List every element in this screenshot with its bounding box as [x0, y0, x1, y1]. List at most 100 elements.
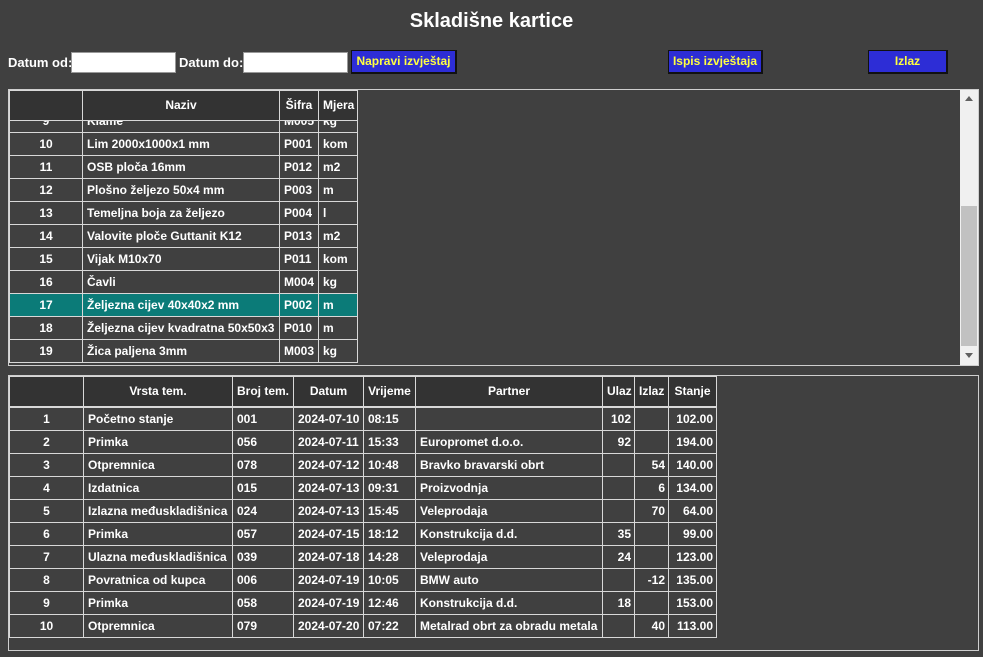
table-cell[interactable]: 9	[9, 591, 84, 615]
table-cell: 113.00	[668, 614, 717, 638]
table-cell: 102.00	[668, 407, 717, 431]
table-cell[interactable]: 7	[9, 545, 84, 569]
table-cell: 64.00	[668, 499, 717, 523]
arrow-down[interactable]	[965, 353, 973, 358]
table-cell: P011	[279, 247, 319, 271]
table-cell: 2024-07-12	[293, 453, 364, 477]
label: Datum do:	[179, 55, 244, 70]
button[interactable]: Ispis izvještaja	[668, 50, 763, 74]
table-cell: 056	[232, 430, 294, 454]
table-cell: 2024-07-19	[293, 591, 364, 615]
table-cell	[602, 568, 635, 592]
table-cell[interactable]: 11	[9, 155, 83, 179]
header-cell: Šifra	[279, 90, 319, 121]
table-cell: 006	[232, 568, 294, 592]
table-cell: Primka	[83, 430, 233, 454]
table-cell: 024	[232, 499, 294, 523]
table-cell: P002	[279, 293, 319, 317]
arrow-up[interactable]	[965, 96, 973, 101]
table-cell: Temeljna boja za željezo	[82, 201, 280, 225]
table-cell: Izlazna međuskladišnica	[83, 499, 233, 523]
table-cell[interactable]: 6	[9, 522, 84, 546]
header-cell: Izlaz	[634, 376, 669, 407]
scrollbar-arrows	[961, 96, 977, 358]
header-cell: Vrijeme	[363, 376, 416, 407]
table-cell[interactable]: 10	[9, 614, 84, 638]
table-cell[interactable]: 5	[9, 499, 84, 523]
scroll-thumb[interactable]	[961, 206, 977, 346]
table-cell[interactable]: 3	[9, 453, 84, 477]
header-cell: Stanje	[668, 376, 717, 407]
table-cell: 10:05	[363, 568, 416, 592]
table-cell: 123.00	[668, 545, 717, 569]
table-cell[interactable]: 13	[9, 201, 83, 225]
button[interactable]: Izlaz	[868, 50, 948, 74]
table-cell: Lim 2000x1000x1 mm	[82, 132, 280, 156]
table-cell	[602, 476, 635, 500]
button[interactable]: Napravi izvještaj	[351, 50, 457, 74]
table-cell: OSB ploča 16mm	[82, 155, 280, 179]
table-cell[interactable]: 16	[9, 270, 83, 294]
table-cell: 2024-07-19	[293, 568, 364, 592]
table-cell: Konstrukcija d.d.	[415, 591, 603, 615]
table-cell: 12:46	[363, 591, 416, 615]
table-cell: 18:12	[363, 522, 416, 546]
table-cell: Željezna cijev kvadratna 50x50x3	[82, 316, 280, 340]
table-cell	[634, 545, 669, 569]
table-cell: Željezna cijev 40x40x2 mm	[82, 293, 280, 317]
table-cell: 057	[232, 522, 294, 546]
table-cell: 2024-07-11	[293, 430, 364, 454]
date-to-input[interactable]	[243, 52, 348, 73]
table-cell: Početno stanje	[83, 407, 233, 431]
date-from-input[interactable]	[71, 52, 176, 73]
table-cell[interactable]: 19	[9, 339, 83, 363]
table-cell: kom	[318, 247, 358, 271]
table-cell: 015	[232, 476, 294, 500]
table-cell[interactable]: 10	[9, 132, 83, 156]
table-cell: 2024-07-13	[293, 499, 364, 523]
table-cell: Čavli	[82, 270, 280, 294]
table-cell: 194.00	[668, 430, 717, 454]
scrollbar[interactable]	[960, 90, 978, 365]
table-cell: Plošno željezo 50x4 mm	[82, 178, 280, 202]
table-cell[interactable]: 17	[9, 293, 83, 317]
table-cell: Europromet d.o.o.	[415, 430, 603, 454]
table-cell[interactable]: 18	[9, 316, 83, 340]
table-cell: Valovite ploče Guttanit K12	[82, 224, 280, 248]
items-panel: 9 Klame M005 kg 10 Lim 2000x1000x1 mm P001 kom 1…	[8, 89, 979, 366]
table-cell: Primka	[83, 522, 233, 546]
table-cell: Bravko bravarski obrt	[415, 453, 603, 477]
table-cell: 40	[634, 614, 669, 638]
table-cell: Povratnica od kupca	[83, 568, 233, 592]
table-cell: -12	[634, 568, 669, 592]
table-cell: m	[318, 293, 358, 317]
table-cell: Veleprodaja	[415, 545, 603, 569]
table-cell[interactable]: 8	[9, 568, 84, 592]
header-cell	[9, 376, 84, 407]
table-cell: m2	[318, 224, 358, 248]
table-cell: m	[318, 178, 358, 202]
table-cell: 153.00	[668, 591, 717, 615]
table-cell: l	[318, 201, 358, 225]
table-cell: BMW auto	[415, 568, 603, 592]
table-cell[interactable]: 12	[9, 178, 83, 202]
header-cell	[9, 90, 83, 121]
transactions-panel: Vrsta tem. Broj tem. Datum Vrijeme Partner Ul…	[8, 375, 979, 651]
table-cell[interactable]: 14	[9, 224, 83, 248]
table-cell[interactable]: 15	[9, 247, 83, 271]
header-cell: Broj tem.	[232, 376, 294, 407]
table-cell: Metalrad obrt za obradu metala	[415, 614, 603, 638]
table-cell: Žica paljena 3mm	[82, 339, 280, 363]
table-cell	[415, 407, 603, 431]
table-cell: 2024-07-13	[293, 476, 364, 500]
table-cell[interactable]: 1	[9, 407, 84, 431]
table-cell: Proizvodnja	[415, 476, 603, 500]
table-cell: 35	[602, 522, 635, 546]
table-cell: Primka	[83, 591, 233, 615]
table-cell: 102	[602, 407, 635, 431]
table-cell[interactable]: 4	[9, 476, 84, 500]
table-cell	[634, 430, 669, 454]
table-cell: 6	[634, 476, 669, 500]
table-cell[interactable]: 2	[9, 430, 84, 454]
